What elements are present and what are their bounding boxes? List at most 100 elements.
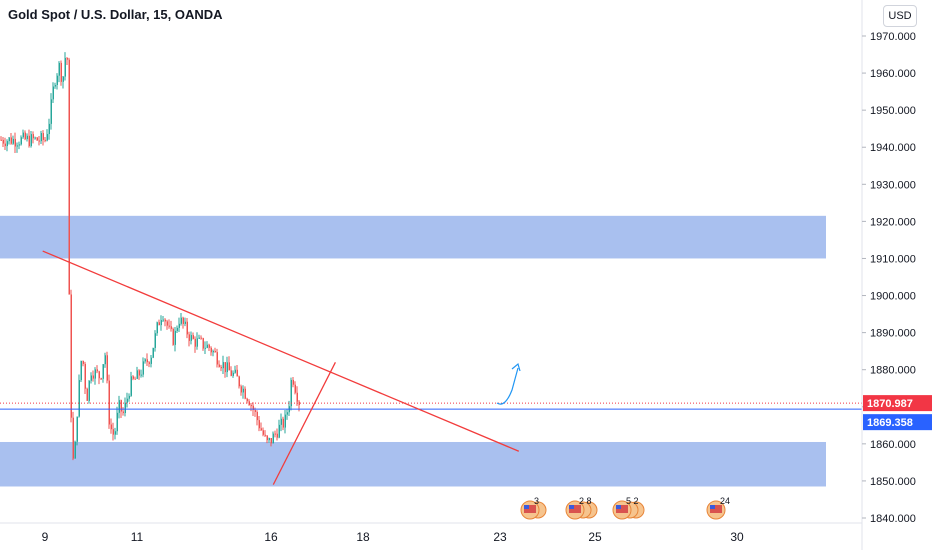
candle-body bbox=[26, 135, 28, 140]
candle-body bbox=[266, 435, 268, 441]
candle-body bbox=[54, 84, 56, 87]
y-tick-label: 1970.000 bbox=[870, 31, 916, 43]
y-tick-label: 1880.000 bbox=[870, 365, 916, 377]
candle-body bbox=[198, 337, 200, 339]
candle-body bbox=[78, 380, 80, 417]
candle-body bbox=[136, 370, 138, 379]
candle-body bbox=[132, 376, 134, 379]
price-axis: 1840.0001850.0001860.0001870.0001880.000… bbox=[861, 0, 916, 550]
candle-body bbox=[190, 335, 192, 341]
us-flag-icon bbox=[616, 505, 628, 513]
candle-body bbox=[92, 375, 94, 379]
candle-body bbox=[106, 355, 108, 381]
candle-body bbox=[212, 350, 214, 353]
candle-body bbox=[102, 364, 104, 379]
candle-body bbox=[138, 370, 140, 376]
us-flag-icon bbox=[616, 505, 621, 509]
candle-body bbox=[130, 376, 132, 396]
candle-body bbox=[290, 379, 292, 407]
event-marker[interactable]: 24 bbox=[706, 496, 730, 520]
candle-body bbox=[158, 322, 160, 326]
event-label: 3 bbox=[534, 496, 539, 506]
candle-body bbox=[28, 135, 30, 147]
event-marker[interactable]: 5 2 bbox=[612, 496, 645, 520]
candle-body bbox=[196, 338, 198, 347]
candle-body bbox=[238, 376, 240, 387]
last-price-tag bbox=[863, 395, 932, 412]
event-label: 2 8 bbox=[579, 496, 592, 506]
us-flag-icon bbox=[524, 505, 529, 509]
candle-body bbox=[206, 344, 208, 348]
event-marker[interactable]: 3 bbox=[520, 496, 547, 520]
candle-body bbox=[224, 362, 226, 373]
candle-body bbox=[232, 372, 234, 376]
candle-body bbox=[32, 134, 34, 139]
y-tick-label: 1960.000 bbox=[870, 68, 916, 80]
projection-arrow bbox=[496, 367, 519, 405]
candle-body bbox=[46, 134, 48, 141]
candle-body bbox=[116, 412, 118, 432]
candle-body bbox=[126, 398, 128, 403]
candle-body bbox=[270, 438, 272, 444]
candle-body bbox=[34, 137, 36, 139]
candle-body bbox=[194, 338, 196, 347]
candle-body bbox=[276, 433, 278, 438]
candle-body bbox=[122, 411, 124, 414]
ascending-trendline bbox=[272, 361, 336, 485]
event-marker[interactable]: 2 8 bbox=[565, 496, 598, 520]
candle-body bbox=[4, 143, 6, 147]
candle-body bbox=[214, 350, 216, 353]
y-tick-label: 1860.000 bbox=[870, 439, 916, 451]
candle-body bbox=[192, 335, 194, 339]
x-tick-label: 18 bbox=[356, 530, 370, 544]
candle-body bbox=[160, 320, 162, 326]
candle-body bbox=[76, 416, 78, 442]
candle-body bbox=[180, 317, 182, 324]
drawings-layer bbox=[0, 250, 862, 485]
candle-body bbox=[124, 402, 126, 414]
candle-body bbox=[2, 139, 4, 144]
candle-body bbox=[236, 369, 238, 377]
candle-body bbox=[52, 86, 54, 100]
candle-body bbox=[152, 347, 154, 358]
candle-body bbox=[36, 137, 38, 141]
candle-body bbox=[62, 76, 64, 82]
candle-body bbox=[222, 362, 224, 369]
candle-body bbox=[96, 369, 98, 372]
current-price-tag bbox=[863, 414, 932, 431]
candle-body bbox=[150, 357, 152, 364]
candle-body bbox=[154, 333, 156, 348]
candle-body bbox=[284, 414, 286, 428]
candle-body bbox=[294, 384, 296, 393]
y-tick-label: 1900.000 bbox=[870, 291, 916, 303]
x-tick-label: 9 bbox=[42, 530, 49, 544]
time-axis: 9 11 16 18 23 25 30 bbox=[0, 522, 862, 544]
x-tick-label: 25 bbox=[588, 530, 602, 544]
candle-body bbox=[94, 369, 96, 379]
x-tick-label: 16 bbox=[264, 530, 278, 544]
candle-body bbox=[128, 395, 130, 399]
candle-body bbox=[40, 133, 42, 142]
zones-layer bbox=[0, 215, 826, 487]
candle-body bbox=[30, 134, 32, 147]
candle-body bbox=[268, 438, 270, 441]
candle-body bbox=[112, 429, 114, 435]
descending-trendline bbox=[42, 250, 520, 452]
candle-body bbox=[298, 401, 300, 406]
candle-body bbox=[70, 294, 72, 418]
candle-body bbox=[218, 364, 220, 367]
candle-body bbox=[140, 374, 142, 376]
x-tick-label: 30 bbox=[730, 530, 744, 544]
candle-body bbox=[216, 352, 218, 365]
support-zone bbox=[0, 441, 826, 487]
candle-body bbox=[272, 433, 274, 444]
candle-body bbox=[260, 428, 262, 431]
candle-body bbox=[142, 361, 144, 375]
candle-body bbox=[274, 433, 276, 435]
arrow-head-icon bbox=[511, 362, 521, 372]
candle-body bbox=[48, 123, 50, 135]
candle-body bbox=[254, 410, 256, 412]
currency-button[interactable]: USD bbox=[883, 5, 917, 27]
y-tick-label: 1920.000 bbox=[870, 216, 916, 228]
